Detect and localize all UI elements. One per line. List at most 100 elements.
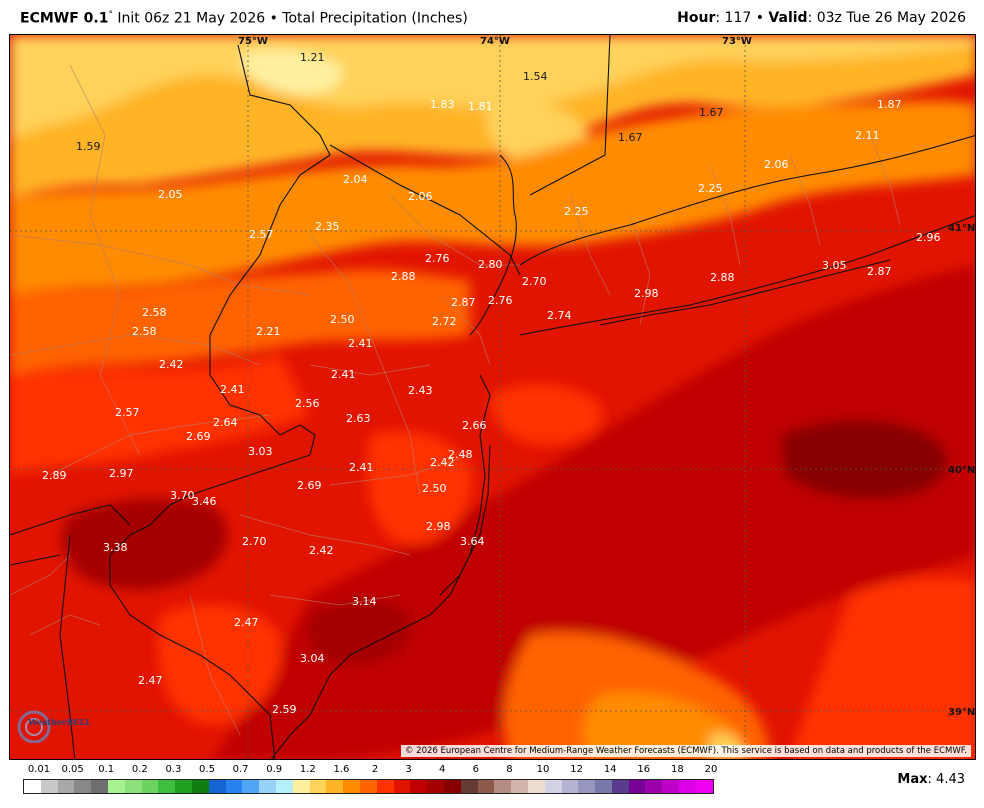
legend-swatch	[628, 780, 646, 793]
legend-swatch	[410, 780, 428, 793]
map-title: ECMWF 0.1° Init 06z 21 May 2026 • Total …	[20, 10, 468, 32]
precip-value-label: 2.58	[132, 325, 157, 338]
legend-swatch	[175, 780, 192, 793]
lat-40-label: 40°N	[948, 465, 975, 476]
legend-swatch	[24, 780, 41, 793]
precip-value-label: 2.80	[478, 258, 503, 271]
legend-swatch	[292, 780, 310, 793]
precip-value-label: 2.06	[764, 158, 789, 171]
precip-value-label: 2.98	[426, 520, 451, 533]
legend-swatch	[309, 780, 327, 793]
legend-label: 14	[603, 764, 617, 775]
precip-value-label: 2.87	[867, 265, 892, 278]
legend-swatch	[443, 780, 461, 793]
precip-value-label: 2.69	[297, 479, 322, 492]
precip-value-label: 2.42	[159, 358, 184, 371]
lat-39-label: 39°N	[948, 707, 975, 718]
legend-swatch	[191, 780, 209, 793]
max-number: : 4.43	[927, 772, 965, 787]
precip-value-label: 2.58	[142, 306, 167, 319]
legend-swatch	[611, 780, 629, 793]
precip-value-label: 2.41	[348, 337, 373, 350]
precip-value-label: 2.74	[547, 309, 572, 322]
precip-value-label: 2.69	[186, 430, 211, 443]
init-and-product: Init 06z 21 May 2026 • Total Precipitati…	[112, 10, 468, 27]
legend-swatch	[225, 780, 243, 793]
lon-75-label: 75°W	[238, 36, 268, 47]
precip-value-label: 1.59	[76, 140, 101, 153]
precip-value-label: 2.76	[425, 252, 450, 265]
precip-value-label: 2.87	[451, 296, 476, 309]
legend-swatch	[527, 780, 545, 793]
legend-label: 12	[570, 764, 583, 775]
precip-value-label: 2.47	[234, 616, 259, 629]
legend-swatch	[561, 780, 579, 793]
hour-label: Hour	[677, 10, 716, 26]
county-boundaries	[10, 64, 901, 736]
precip-value-label: 2.64	[213, 416, 238, 429]
legend-swatch	[91, 780, 108, 793]
precip-value-label: 2.70	[522, 275, 547, 288]
legend-swatch	[259, 780, 276, 793]
color-legend: 0.01 0.05 0.1 0.2 0.3 0.5 0.7 0.9 1.2 1.6 2 3 4 6 8 10 1…	[23, 764, 717, 796]
legend-label: 18	[671, 764, 684, 775]
legend-label: 0.01	[27, 764, 51, 775]
hour-value: : 117 •	[715, 10, 769, 26]
precip-value-label: 2.05	[158, 188, 183, 201]
precip-value-label: 2.98	[634, 287, 659, 300]
legend-swatch	[695, 780, 713, 793]
precipitation-map[interactable]: 75°W 74°W 73°W 41°N 40°N 39°N 1.21 1.54 1.…	[9, 34, 976, 760]
legend-swatch	[326, 780, 344, 793]
legend-swatch	[595, 780, 612, 793]
legend-swatch	[359, 780, 377, 793]
lon-73-label: 73°W	[722, 36, 752, 47]
precip-value-label: 3.05	[822, 259, 847, 272]
logo-text: WeatherBELL	[28, 718, 92, 728]
forecast-time: Hour: 117 • Valid: 03z Tue 26 May 2026	[677, 10, 966, 32]
precip-value-label: 2.42	[430, 456, 455, 469]
legend-swatch	[57, 780, 75, 793]
degree-mark: °	[108, 10, 113, 20]
legend-label: 1.2	[299, 764, 316, 775]
precip-value-label: 2.66	[462, 419, 487, 432]
precip-value-label: 2.96	[916, 231, 941, 244]
precip-value-label: 2.76	[488, 294, 513, 307]
legend-label: 10	[536, 764, 550, 775]
precip-value-label: 1.87	[877, 98, 902, 111]
legend-swatch	[124, 780, 142, 793]
graticule-labels: 75°W 74°W 73°W 41°N 40°N 39°N	[238, 36, 975, 718]
legend-color-bar	[23, 779, 714, 794]
legend-label: 0.1	[98, 764, 115, 775]
legend-swatch	[544, 780, 562, 793]
lat-41-label: 41°N	[948, 223, 975, 234]
legend-swatch	[141, 780, 159, 793]
precip-value-label: 1.67	[699, 106, 724, 119]
precip-value-label: 2.35	[315, 220, 340, 233]
precip-value-label: 2.89	[42, 469, 67, 482]
precip-value-label: 3.64	[460, 535, 485, 548]
legend-label: 2	[371, 764, 379, 775]
precip-value-label: 3.04	[300, 652, 325, 665]
precip-value-label: 2.88	[710, 271, 735, 284]
precip-value-label: 2.56	[295, 397, 320, 410]
precip-value-label: 1.83	[430, 98, 455, 111]
precip-value-label: 1.81	[468, 100, 493, 113]
precip-value-label: 3.70	[170, 489, 195, 502]
legend-swatch	[343, 780, 360, 793]
legend-label: 3	[405, 764, 412, 775]
legend-swatch	[376, 780, 394, 793]
precip-value-label: 2.06	[408, 190, 433, 203]
precip-value-label: 3.38	[103, 541, 128, 554]
precip-value-label: 2.63	[346, 412, 371, 425]
legend-swatch	[477, 780, 495, 793]
precip-value-label: 2.57	[115, 406, 140, 419]
precip-value-label: 2.25	[564, 205, 589, 218]
legend-label: 0.2	[131, 764, 148, 775]
precip-value-label: 2.41	[349, 461, 374, 474]
precip-value-label: 2.04	[343, 173, 368, 186]
precip-value-labels: 1.21 1.54 1.83 1.81 1.59 1.67 1.67 1.87 2.11 2.06…	[42, 51, 941, 716]
legend-swatch	[40, 780, 58, 793]
legend-swatch	[578, 780, 596, 793]
legend-label: 6	[472, 764, 479, 775]
precip-value-label: 1.67	[618, 131, 643, 144]
